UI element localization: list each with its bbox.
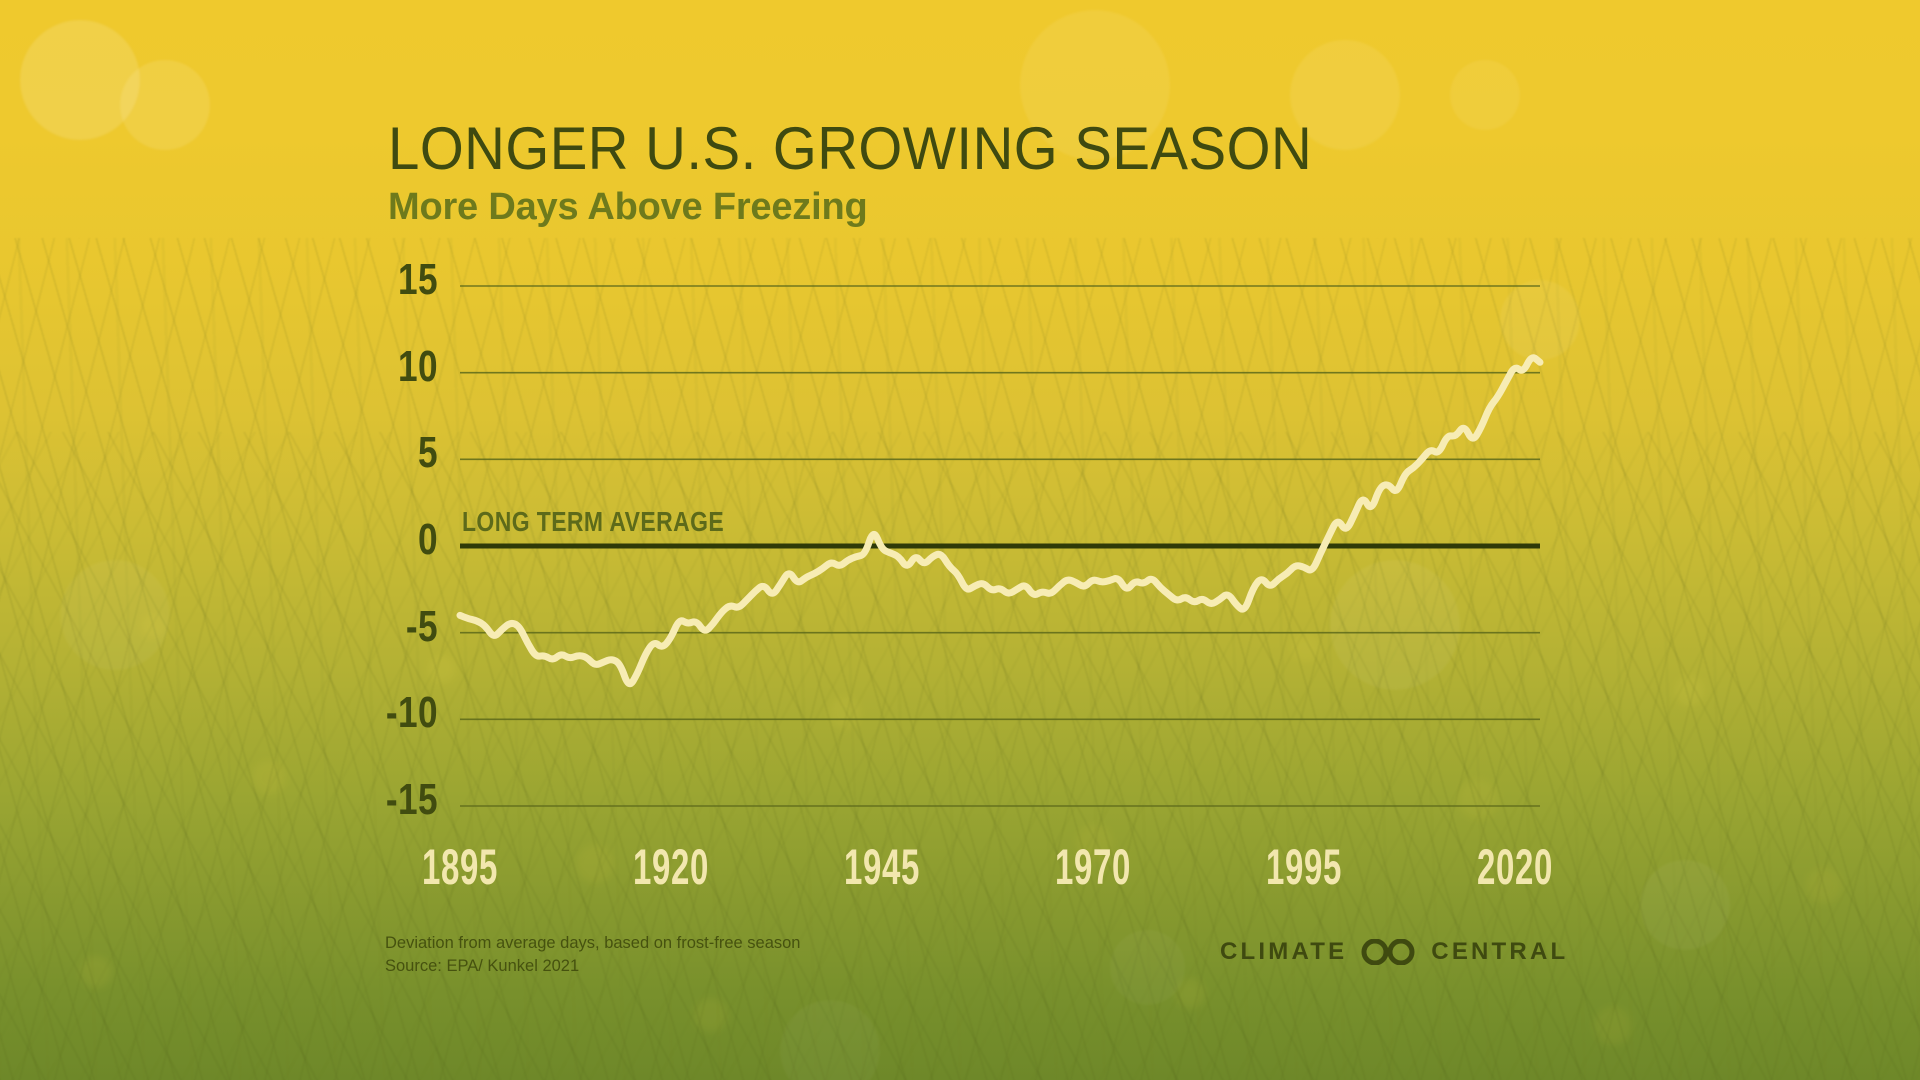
source-note-line1: Deviation from average days, based on fr…: [385, 934, 801, 952]
data-line-series: [456, 354, 1544, 688]
y-axis-tick-neg10: -10: [385, 688, 438, 738]
x-axis-tick-1970: 1970: [1054, 839, 1131, 895]
y-axis-tick-neg5: -5: [405, 601, 438, 651]
y-axis-tick-5: 5: [418, 428, 438, 478]
long-term-average-label: LONG TERM AVERAGE: [462, 506, 725, 537]
y-axis-tick-15: 15: [398, 255, 438, 304]
source-note: Deviation from average days, based on fr…: [385, 932, 800, 978]
logo-text-central: CENTRAL: [1431, 938, 1569, 965]
bokeh-highlight: [1330, 560, 1460, 690]
x-axis-tick-1920: 1920: [632, 839, 709, 895]
page-subtitle: More Days Above Freezing: [388, 185, 868, 228]
interlocking-circles-icon: [1361, 939, 1415, 965]
y-axis-tick-neg15: -15: [385, 775, 438, 824]
bokeh-highlight: [1450, 60, 1520, 130]
bokeh-highlight: [1290, 40, 1400, 150]
title-block: LONGER U.S. GROWING SEASON More Days Abo…: [388, 118, 1371, 229]
bokeh-highlight: [20, 20, 140, 140]
y-axis-tick-10: 10: [398, 341, 438, 391]
bokeh-highlight: [1020, 10, 1170, 160]
background-stalks-texture: [0, 237, 1920, 1080]
x-axis-tick-1945: 1945: [843, 839, 920, 895]
bokeh-highlight: [120, 60, 210, 150]
background-stalks-texture-secondary: [0, 432, 1920, 1080]
x-axis-tick-1995: 1995: [1265, 839, 1342, 895]
page-title: LONGER U.S. GROWING SEASON: [388, 115, 1313, 182]
bokeh-highlight: [1500, 280, 1580, 360]
x-axis-tick-2020: 2020: [1476, 839, 1553, 895]
gridlines: [460, 285, 1540, 807]
x-axis-tick-1895: 1895: [421, 839, 499, 895]
source-note-line2: Source: EPA/ Kunkel 2021: [385, 956, 580, 975]
logo-text-climate: CLIMATE: [1220, 938, 1348, 965]
climate-central-logo: CLIMATE CENTRAL: [1220, 938, 1568, 966]
y-axis-tick-0: 0: [418, 515, 438, 564]
